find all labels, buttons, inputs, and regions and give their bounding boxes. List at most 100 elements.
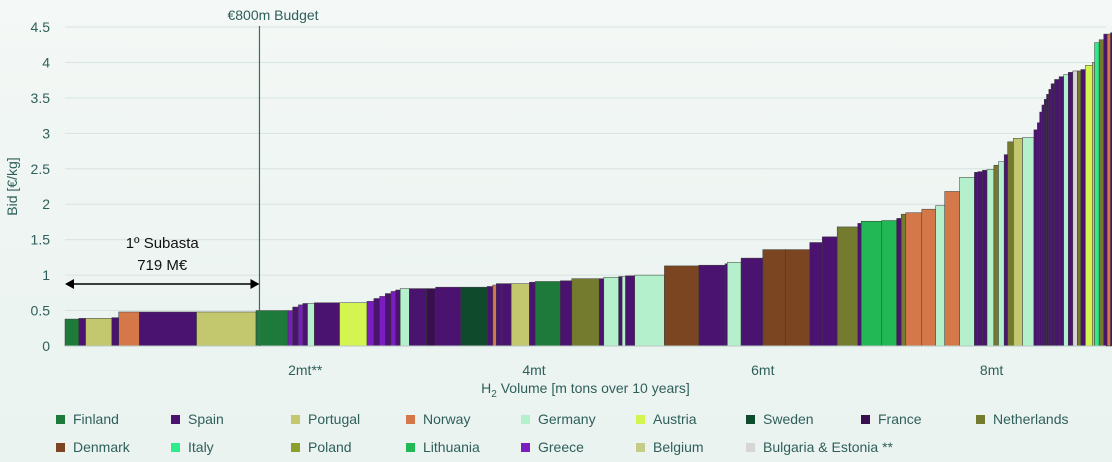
x-axis-title-suffix: Volume [m tons over 10 years] [497,380,690,396]
bar [977,171,983,347]
legend: Finland Spain Portugal Norway Germany Austria… [56,405,1106,461]
bar [664,265,700,347]
legend-swatch [521,414,530,424]
bar [959,177,975,347]
y-tick-label: 4 [42,54,50,70]
y-tick-label: 1 [42,267,50,283]
legend-swatch [976,414,985,424]
bar [1039,111,1043,347]
legend-swatch [291,414,300,424]
y-axis-ticks: 0 0.5 1 1.5 2 2.5 3 3.5 4 4.5 [31,19,51,354]
bar [921,208,936,347]
y-tick-label: 0.5 [31,303,51,319]
bar [1106,33,1111,347]
legend-item: Germany [521,405,636,433]
chart-canvas: 0 0.5 1 1.5 2 2.5 3 3.5 4 4.5 2mt** 4mt 6mt 8mt €800… [4,7,1112,400]
bar [857,223,862,347]
legend-label: Netherlands [993,411,1069,427]
y-tick-label: 4.5 [31,19,51,35]
legend-label: Spain [188,411,224,427]
bar [944,191,960,347]
legend-item: Poland [291,433,406,461]
bar [1110,32,1112,347]
bar [1041,104,1045,347]
bar [896,218,902,347]
y-tick-label: 3 [42,125,50,141]
legend-label: Portugal [308,411,361,427]
legend-item: Finland [56,405,171,433]
bar [118,311,140,347]
bar [1080,69,1086,347]
legend-item: Netherlands [976,405,1106,433]
bar [390,291,396,347]
legend-swatch [291,442,300,452]
bar [426,288,436,347]
bar [399,288,410,347]
legend-label: France [878,411,922,427]
annotation-line-1: 1º Subasta [126,235,200,252]
bar [1050,83,1055,347]
bar [385,293,392,347]
bar [571,278,600,347]
bar [196,311,257,347]
bar [740,257,764,347]
bar [395,289,401,347]
bar [1054,79,1060,347]
bar [78,318,86,347]
bar [1033,129,1038,347]
legend-swatch [636,414,645,424]
legend-label: Austria [653,411,697,427]
bar [621,276,626,347]
legend-swatch [406,414,415,424]
bars-group [64,32,1112,347]
bar [1072,70,1078,347]
bar [287,310,293,347]
bar [1048,89,1052,347]
bar [974,172,979,347]
x-axis-title-prefix: H [481,380,491,396]
bar [366,301,375,347]
bar [560,280,573,347]
bar [510,283,530,347]
bar [496,283,503,347]
legend-label: Norway [423,411,471,427]
bar [1058,76,1064,347]
bar [64,318,79,347]
legend-label: Lithuania [423,439,480,455]
annotation-line-2: 719 M€ [137,257,188,274]
legend-swatch [746,442,755,452]
bar [255,310,289,347]
y-tick-label: 1.5 [31,232,51,248]
bar [1067,72,1074,347]
bar [860,220,883,347]
legend-item: Bulgaria & Estonia ** [746,433,893,461]
bar [900,213,907,347]
legend-label: Germany [538,411,596,427]
arrow-left-head [65,279,74,289]
bar [1043,99,1047,347]
bar [1003,154,1008,347]
legend-item: Portugal [291,405,406,433]
bar [1046,94,1050,347]
bar [435,286,462,347]
bar [727,262,742,347]
bar [836,226,859,347]
bar [1007,141,1014,347]
bar [935,205,945,347]
bar [1103,33,1108,347]
y-tick-label: 3.5 [31,90,51,106]
bar [492,284,497,347]
legend-label: Finland [73,411,119,427]
y-tick-label: 2.5 [31,161,51,177]
bar [598,278,605,347]
x-tick-label: 2mt** [288,362,323,378]
legend-item: Lithuania [406,433,521,461]
gridlines [65,26,1106,347]
bar [1085,65,1093,347]
bar [881,220,897,347]
bar [1063,74,1069,347]
bar [85,318,113,347]
bar [724,263,728,347]
legend-item: France [861,405,976,433]
bar [379,296,386,347]
